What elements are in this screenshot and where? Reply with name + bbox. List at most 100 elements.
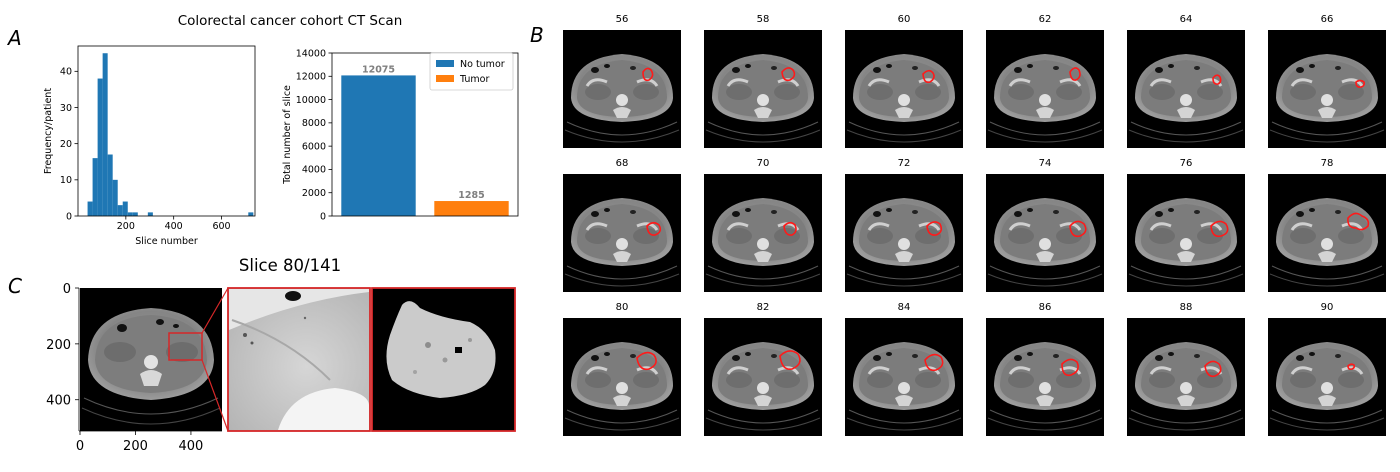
slice-number-label: 90 <box>1321 302 1334 313</box>
bar-no-tumor <box>341 75 416 216</box>
slice-number-label: 60 <box>898 14 911 25</box>
panel-label-a: A <box>6 26 22 50</box>
ct-slice-cell: 74 <box>984 158 1106 294</box>
histogram-x-tick-label: 400 <box>165 221 183 232</box>
tumor-contour <box>1204 360 1222 378</box>
histogram-y-label: Frequency/patient <box>43 88 54 174</box>
tumor-contour <box>1212 74 1222 85</box>
histogram-bar <box>112 179 118 216</box>
histogram-y-tick-label: 10 <box>60 175 72 186</box>
histogram-chart: 200 400 600 0 10 20 30 40 Slice number Frequen… <box>43 45 256 247</box>
tumor-contour <box>636 351 657 371</box>
slice-number-label: 66 <box>1321 14 1334 25</box>
tumor-contour <box>1069 220 1087 238</box>
slice-number-label: 76 <box>1180 158 1193 169</box>
bar-chart-y-label: Total number of slice <box>282 85 293 185</box>
ct-slice-cell: 64 <box>1125 14 1247 150</box>
histogram-y-ticks: 0 10 20 30 40 <box>60 67 78 222</box>
panel-c-y-tick-label: 400 <box>46 394 71 409</box>
slice-number-label: 84 <box>898 302 911 313</box>
bar-value-label: 12075 <box>362 64 395 75</box>
panel-c-x-tick-label: 400 <box>179 439 204 454</box>
bar-tumor <box>434 201 509 216</box>
ct-slice-cell: 84 <box>843 302 965 438</box>
histogram-y-tick-label: 30 <box>60 103 72 114</box>
tumor-contour <box>1347 212 1370 231</box>
slice-number-label: 70 <box>757 158 770 169</box>
bar-chart-y-tick-label: 4000 <box>302 165 326 176</box>
panel-c-y-tick-label: 0 <box>63 282 71 297</box>
bar-chart-bars: 12075 1285 <box>341 64 509 216</box>
ct-slice-image <box>1266 172 1388 294</box>
tumor-contour <box>646 221 662 236</box>
slice-number-label: 56 <box>616 14 629 25</box>
panel-label-c: C <box>8 274 22 298</box>
ct-slice-cell: 80 <box>561 302 683 438</box>
panel-c-x-tick-label: 0 <box>76 439 84 454</box>
slice-number-label: 68 <box>616 158 629 169</box>
ct-slice-cell: 82 <box>702 302 824 438</box>
zoom-connector-top <box>201 287 229 334</box>
ct-slice-image <box>702 28 824 150</box>
crop-box <box>168 332 203 361</box>
panel-c-x-tick-label: 200 <box>123 439 148 454</box>
ct-slice-cell: 78 <box>1266 158 1388 294</box>
slice-number-label: 86 <box>1039 302 1052 313</box>
slice-count-bar-chart: 12075 1285 0 2000 4000 6000 8000 10000 12000 140… <box>282 48 519 222</box>
ct-slice-cell: 62 <box>984 14 1106 150</box>
bar-chart-y-ticks: 0 2000 4000 6000 8000 10000 12000 14000 <box>296 48 332 222</box>
panel-c-y-tick-label: 200 <box>46 338 71 353</box>
tumor-contour <box>922 69 935 84</box>
ct-slice-image <box>843 28 965 150</box>
tumor-contour <box>783 221 797 236</box>
tumor-contour <box>779 350 801 371</box>
ct-slice-cell: 90 <box>1266 302 1388 438</box>
ct-slice-cell: 68 <box>561 158 683 294</box>
bar-chart-y-tick-label: 12000 <box>296 72 326 83</box>
panel-c-title: Slice 80/141 <box>239 256 341 275</box>
histogram-x-ticks: 200 400 600 <box>117 216 231 232</box>
bar-chart-axes-frame <box>331 52 519 217</box>
slice-number-label: 64 <box>1180 14 1193 25</box>
ct-slice-image <box>1266 316 1388 438</box>
ct-slice-image <box>984 172 1106 294</box>
ct-slice-cell: 70 <box>702 158 824 294</box>
ct-slice-image <box>1125 28 1247 150</box>
tumor-contour <box>1069 67 1081 81</box>
ct-slice-cell: 60 <box>843 14 965 150</box>
tumor-contour <box>781 67 796 82</box>
full-slice-image <box>80 288 222 431</box>
zoom-connector-bottom <box>201 359 229 432</box>
slice-number-label: 72 <box>898 158 911 169</box>
tumor-contour <box>1347 363 1356 370</box>
bar-chart-y-tick-label: 0 <box>320 211 326 222</box>
bar-chart-y-tick-label: 14000 <box>296 48 326 59</box>
ct-slice-cell: 72 <box>843 158 965 294</box>
ct-slice-cell: 88 <box>1125 302 1247 438</box>
tumor-contour <box>642 67 654 82</box>
histogram-bar <box>107 154 113 216</box>
slice-number-label: 74 <box>1039 158 1052 169</box>
slice-number-label: 88 <box>1180 302 1193 313</box>
bar-chart-y-tick-label: 10000 <box>296 95 326 106</box>
histogram-x-label: Slice number <box>135 236 198 247</box>
bar-chart-y-tick-label: 6000 <box>302 141 326 152</box>
histogram-bar <box>97 78 103 216</box>
histogram-y-tick-label: 20 <box>60 139 72 150</box>
histogram-bar <box>102 53 108 217</box>
ct-slice-image <box>702 172 824 294</box>
panel-c: Slice 80/141 <box>46 256 516 454</box>
histogram-bar <box>122 201 128 216</box>
slice-number-label: 78 <box>1321 158 1334 169</box>
panel-label-b: B <box>530 23 544 47</box>
slice-number-label: 82 <box>757 302 770 313</box>
tumor-contour <box>926 221 943 236</box>
ct-slice-image <box>561 172 683 294</box>
histogram-y-tick-label: 0 <box>66 211 72 222</box>
bar-chart-legend: No tumor Tumor <box>429 52 514 91</box>
histogram-bars <box>87 53 254 217</box>
ct-slice-image <box>984 28 1106 150</box>
slice-number-label: 80 <box>616 302 629 313</box>
slice-number-label: 62 <box>1039 14 1052 25</box>
